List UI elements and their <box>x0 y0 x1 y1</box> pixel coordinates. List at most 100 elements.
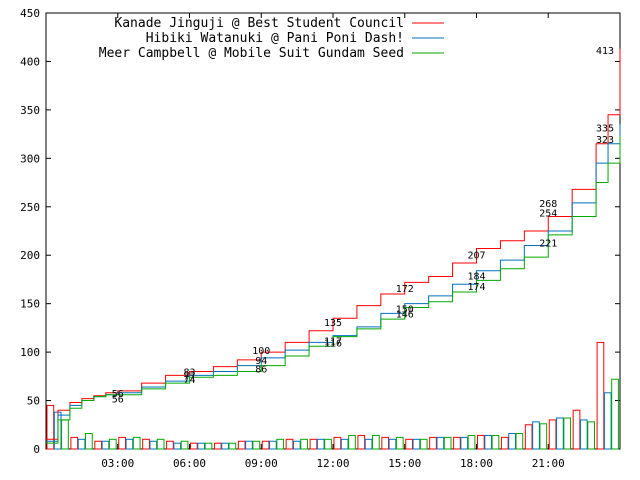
data-label: 268 <box>539 199 557 210</box>
data-label: 86 <box>255 365 267 376</box>
hourly-bar <box>94 440 103 450</box>
hourly-bar <box>340 438 349 450</box>
x-tick-label: 21:00 <box>532 457 565 470</box>
hourly-bar <box>453 436 461 450</box>
hourly-bar <box>269 440 277 450</box>
data-label: 135 <box>324 318 342 329</box>
data-label: 150 <box>396 305 414 316</box>
hourly-bar <box>579 419 588 450</box>
hourly-bar <box>381 436 390 450</box>
hourly-bar <box>156 438 165 450</box>
hourly-bar <box>611 378 619 450</box>
hourly-bar <box>419 438 428 450</box>
hourly-bar <box>324 438 332 450</box>
y-tick-label: 400 <box>20 55 40 68</box>
hourly-bar <box>508 432 516 450</box>
hourly-bar <box>245 440 253 450</box>
data-label: 207 <box>467 250 485 261</box>
x-tick-label: 03:00 <box>101 457 134 470</box>
hourly-bar <box>261 440 270 450</box>
y-tick-label: 0 <box>33 443 40 456</box>
hourly-bar <box>237 440 246 450</box>
data-label: 146 <box>396 309 414 320</box>
hourly-bar <box>197 442 206 450</box>
hourly-bar <box>190 442 198 450</box>
data-label: 117 <box>324 336 342 347</box>
hourly-bar <box>436 436 445 450</box>
y-tick-label: 250 <box>20 201 40 214</box>
data-label: 94 <box>255 356 267 367</box>
data-label: 174 <box>467 282 485 293</box>
hourly-bar <box>276 438 285 450</box>
hourly-bar <box>388 438 397 450</box>
hourly-bar <box>348 434 356 450</box>
y-axis: 0 50 100 150 200 250 300 350 400 450 <box>20 7 620 456</box>
legend: Kanade Jinguji @ Best Student CouncilHib… <box>99 16 444 61</box>
hourly-bar <box>491 434 500 450</box>
hourly-bar <box>443 436 452 450</box>
hourly-bar <box>548 419 557 450</box>
data-label: 116 <box>324 338 342 349</box>
data-label: 56 <box>112 389 124 400</box>
hourly-bar <box>252 440 261 450</box>
data-label: 77 <box>183 371 195 382</box>
hourly-bars <box>46 341 619 450</box>
x-tick-label: 09:00 <box>245 457 278 470</box>
hourly-bar <box>101 440 110 450</box>
hourly-bar <box>70 436 79 450</box>
hourly-bar <box>142 438 150 450</box>
hourly-bar <box>132 436 141 450</box>
hourly-bar <box>166 440 174 450</box>
hourly-bar <box>539 423 548 450</box>
data-label: 254 <box>539 209 557 220</box>
hourly-bar <box>85 432 93 450</box>
legend-label: Kanade Jinguji @ Best Student Council <box>114 16 404 31</box>
hourly-bar <box>563 417 572 450</box>
y-tick-label: 200 <box>20 249 40 262</box>
y-tick-label: 50 <box>27 395 40 408</box>
y-tick-label: 300 <box>20 152 40 165</box>
hourly-bar <box>228 442 237 450</box>
x-axis: 03:00 06:00 09:00 12:00 15:00 18:00 21:00 <box>101 13 565 470</box>
hourly-bar <box>532 421 540 450</box>
hourly-bar <box>603 392 612 450</box>
y-tick-label: 150 <box>20 298 40 311</box>
y-tick-label: 450 <box>20 7 40 20</box>
hourly-bar <box>108 438 117 450</box>
hourly-bar <box>429 436 437 450</box>
data-label: 413 <box>596 46 614 57</box>
data-label: 172 <box>396 284 414 295</box>
hourly-bar <box>596 341 605 450</box>
hourly-bar <box>180 440 189 450</box>
hourly-bar <box>572 409 581 450</box>
hourly-bar <box>484 434 493 450</box>
hourly-bar <box>395 436 404 450</box>
hourly-bar <box>77 438 86 450</box>
hourly-bar <box>412 438 421 450</box>
hourly-bar <box>316 438 325 450</box>
data-label: 335 <box>596 123 614 134</box>
hourly-bar <box>515 432 524 450</box>
hourly-bar <box>204 442 213 450</box>
hourly-bar <box>221 442 229 450</box>
y-tick-label: 100 <box>20 346 40 359</box>
legend-label: Hibiki Watanuki @ Pani Poni Dash! <box>146 31 404 46</box>
hourly-bar <box>292 440 301 450</box>
hourly-bar <box>524 424 533 450</box>
y-tick-label: 350 <box>20 104 40 117</box>
hourly-bar <box>556 417 564 450</box>
legend-label: Meer Campbell @ Mobile Suit Gundam Seed <box>99 46 404 61</box>
data-label: 323 <box>596 135 614 146</box>
data-label: 100 <box>252 346 270 357</box>
hourly-bar <box>125 438 134 450</box>
hourly-bar <box>372 434 380 450</box>
x-tick-label: 18:00 <box>460 457 493 470</box>
hourly-bar <box>467 434 476 450</box>
x-tick-label: 06:00 <box>173 457 206 470</box>
hourly-bar <box>149 440 158 450</box>
hourly-bar <box>285 438 294 450</box>
x-tick-label: 15:00 <box>388 457 421 470</box>
hourly-bar <box>309 438 318 450</box>
